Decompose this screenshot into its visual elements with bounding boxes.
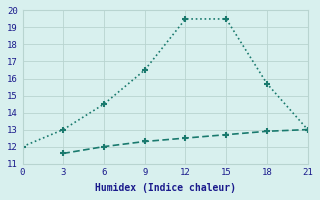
X-axis label: Humidex (Indice chaleur): Humidex (Indice chaleur) (95, 183, 236, 193)
